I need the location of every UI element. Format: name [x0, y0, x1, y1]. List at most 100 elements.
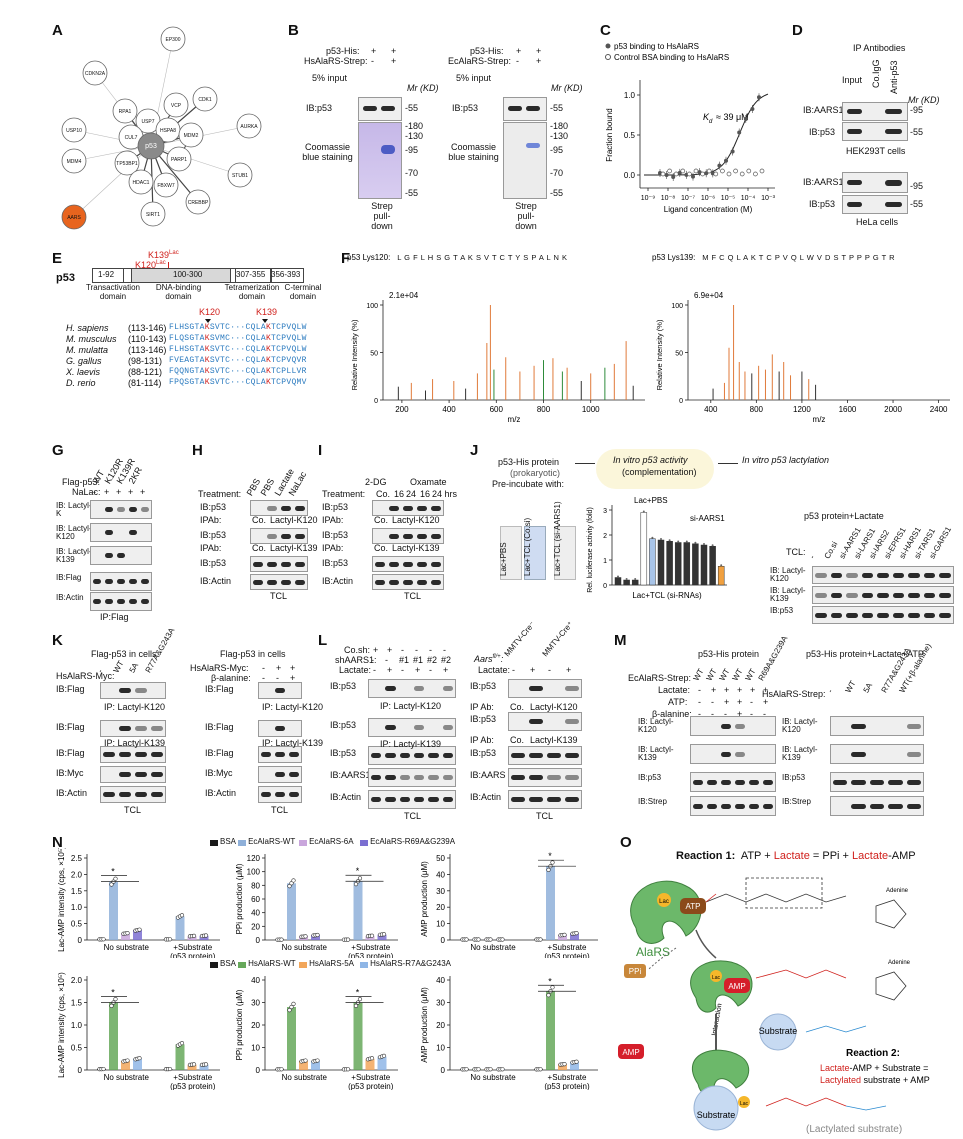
n-point — [191, 1062, 197, 1067]
panel-label-m: M — [614, 632, 627, 649]
l-row-label: IB:Actin — [470, 792, 502, 802]
k-blot — [258, 786, 302, 803]
o-dashed-box — [745, 877, 823, 909]
n-ytick-label: 2.0 — [71, 870, 83, 879]
j-tube-label: Lac+TCL (Co.si) — [523, 517, 532, 576]
n-point — [353, 882, 359, 887]
blot-band — [129, 599, 137, 604]
m-row-label: IB: Lactyl-K120 — [782, 717, 818, 735]
g-row-label: IB: Lactyl-K120 — [56, 524, 92, 542]
n-point — [137, 1056, 142, 1061]
j-point — [660, 538, 662, 540]
l-blot — [508, 712, 582, 731]
blot-band — [851, 803, 866, 809]
n-sig-bracket — [101, 996, 139, 1003]
f-xtick-label: 2000 — [884, 405, 902, 414]
d-col-antip53: Anti-p53 — [889, 60, 899, 94]
j-ytick-label: 2 — [603, 533, 607, 540]
blot-band — [529, 797, 543, 802]
blot-band — [529, 753, 543, 758]
j-point — [617, 575, 619, 578]
n-ytick-label: 2.5 — [71, 854, 83, 863]
o-r2-line2: Lactylated substrate + AMP — [820, 1075, 930, 1085]
network-node-label: HDAC1 — [133, 180, 150, 186]
blot-band — [906, 723, 921, 729]
n-bar — [109, 1002, 118, 1070]
o-atp-label: ATP — [686, 902, 701, 911]
species-seq: FLQSGTAKSVMC···CQLAKTCPVQLW — [169, 334, 307, 343]
n-point — [476, 937, 481, 942]
species-seq: FQQNGTAKSVTC···CQLAKTCPLLVR — [169, 367, 307, 376]
o-lac-label: Lac — [659, 899, 669, 905]
k-ip-label: IP: Lactyl-K120 — [104, 702, 166, 712]
k-sign: - — [276, 673, 279, 683]
c-fit-curve — [644, 93, 769, 176]
n-bar — [546, 866, 555, 940]
c-ytick-label: 0.5 — [624, 131, 636, 140]
b-row-p53his: p53-His: — [326, 46, 360, 56]
g-sign: + — [104, 487, 110, 497]
blot-band — [414, 797, 425, 802]
k-blot — [258, 682, 302, 699]
blot-band — [877, 612, 889, 618]
n-bar — [353, 881, 363, 940]
m-row-top: ATP: — [668, 697, 688, 707]
blot-band — [129, 507, 137, 512]
network-node-label: MDM2 — [184, 133, 199, 139]
o-lactate-chain — [705, 893, 717, 903]
blot-band — [923, 592, 936, 598]
n-bar — [558, 935, 567, 940]
row-label: IB:p53 — [322, 530, 349, 540]
n-ytick-label: 2.0 — [71, 976, 83, 985]
f-xtick-label: 400 — [442, 405, 456, 414]
blot-band — [281, 505, 291, 511]
l-row-label: IP Ab: — [470, 702, 494, 712]
g-blot — [90, 546, 152, 565]
row-label: IPAb: — [200, 543, 222, 553]
n-bar-chart-2: 120 100 80 60 40 20 0 PPi production (μM) No sub… — [235, 854, 398, 958]
blot-band — [267, 561, 277, 567]
n-ytick-label: 120 — [247, 854, 261, 863]
blot-band — [428, 753, 439, 758]
m-blot — [830, 772, 924, 792]
n-point — [464, 1067, 469, 1072]
n-bar — [187, 1064, 197, 1070]
blot-band — [151, 792, 163, 797]
o-lac-label-2: Lac — [712, 975, 721, 981]
e-domain: 307-355 — [236, 270, 266, 279]
n-legend-label: EcAlaRS-WT — [248, 837, 296, 846]
network-node-label: CDKN2A — [85, 71, 106, 77]
n-point — [203, 1062, 209, 1067]
n-group-label: +Substrate — [173, 1073, 212, 1082]
d-title: IP Antibodies — [853, 43, 906, 53]
b-sign: + — [536, 46, 542, 56]
g-blot — [90, 500, 152, 519]
m-blot — [690, 744, 776, 764]
l-row-label: IB:Actin — [330, 792, 362, 802]
b-row-ecalars: EcAlaRS-Strep: — [448, 56, 512, 66]
c-point-control — [687, 171, 692, 177]
blot-band — [389, 579, 399, 585]
m-col: WT — [691, 667, 706, 683]
m-row-top: Lactate: — [658, 685, 691, 695]
l-sign: + — [387, 665, 393, 675]
b-coomassie-gel-2 — [503, 122, 547, 199]
n-group-label: (p53 protein) — [544, 952, 590, 958]
f-ytick-label: 0 — [679, 398, 683, 405]
k-blot — [258, 766, 302, 783]
n-ytick-label: 50 — [436, 854, 445, 863]
d-blot-aars1 — [842, 102, 908, 121]
m-sign: - — [711, 697, 714, 707]
f-ylabel: Relative Intensity (%) — [655, 319, 664, 390]
n-point — [562, 1061, 567, 1067]
c-point-control — [720, 168, 725, 174]
n-ytick-label: 0 — [441, 1066, 446, 1075]
n-bar — [570, 1062, 579, 1070]
blot-band — [267, 533, 277, 539]
n-ytick-label: 30 — [251, 999, 260, 1008]
blot-band — [431, 579, 441, 585]
blot-band — [135, 772, 147, 777]
l-row-label: IB:p53 — [330, 681, 357, 691]
o-arrow — [647, 947, 677, 971]
blot-band — [417, 505, 427, 511]
